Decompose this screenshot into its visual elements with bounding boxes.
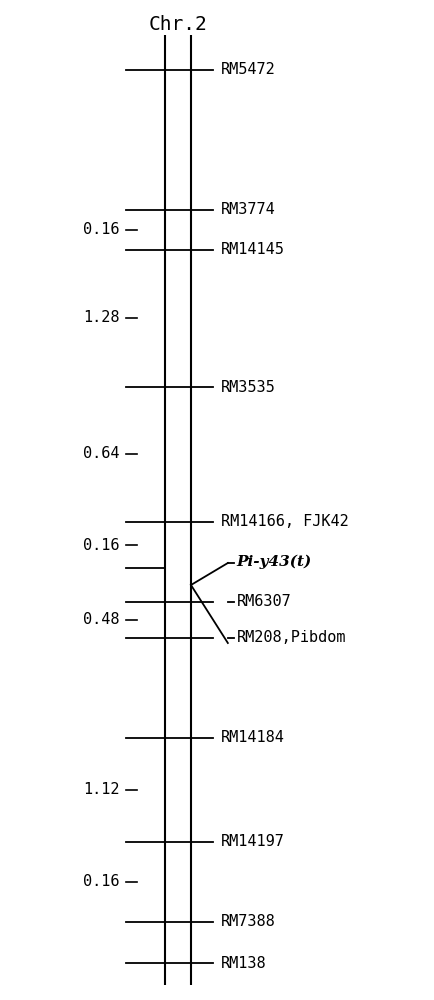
Text: 0.64: 0.64: [83, 446, 119, 462]
Text: RM7388: RM7388: [221, 914, 276, 930]
Text: RM5472: RM5472: [221, 62, 276, 78]
Text: RM14145: RM14145: [221, 242, 285, 257]
Text: 1.12: 1.12: [83, 782, 119, 798]
Text: 0.16: 0.16: [83, 223, 119, 237]
Text: 1.28: 1.28: [83, 310, 119, 326]
Text: Chr.2: Chr.2: [148, 15, 207, 34]
Text: Pi-y43(t): Pi-y43(t): [237, 555, 312, 569]
Text: 0.16: 0.16: [83, 874, 119, 890]
Text: RM14166, FJK42: RM14166, FJK42: [221, 514, 349, 530]
Text: RM208,Pibdom: RM208,Pibdom: [237, 631, 346, 646]
Text: 0.48: 0.48: [83, 612, 119, 628]
Text: 0.16: 0.16: [83, 538, 119, 552]
Text: RM3774: RM3774: [221, 202, 276, 218]
Text: RM14184: RM14184: [221, 730, 285, 746]
Text: RM6307: RM6307: [237, 594, 291, 609]
Text: RM3535: RM3535: [221, 379, 276, 394]
Text: RM14197: RM14197: [221, 834, 285, 850]
Text: RM138: RM138: [221, 956, 267, 970]
